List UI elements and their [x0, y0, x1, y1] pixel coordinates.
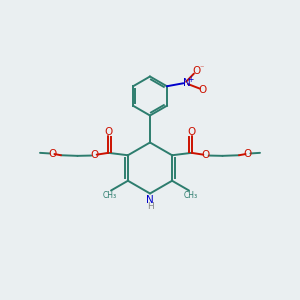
Text: O: O: [244, 149, 252, 159]
Text: +: +: [188, 75, 194, 84]
Text: CH₃: CH₃: [103, 191, 117, 200]
Text: O: O: [188, 128, 196, 137]
Text: N: N: [183, 78, 190, 88]
Text: ⁻: ⁻: [199, 64, 204, 73]
Text: O: O: [199, 85, 207, 95]
Text: CH₃: CH₃: [183, 191, 197, 200]
Text: N: N: [146, 195, 154, 205]
Text: O: O: [202, 150, 210, 160]
Text: O: O: [90, 150, 98, 160]
Text: O: O: [48, 149, 56, 159]
Text: H: H: [147, 202, 153, 211]
Text: O: O: [104, 128, 112, 137]
Text: O: O: [193, 66, 201, 76]
